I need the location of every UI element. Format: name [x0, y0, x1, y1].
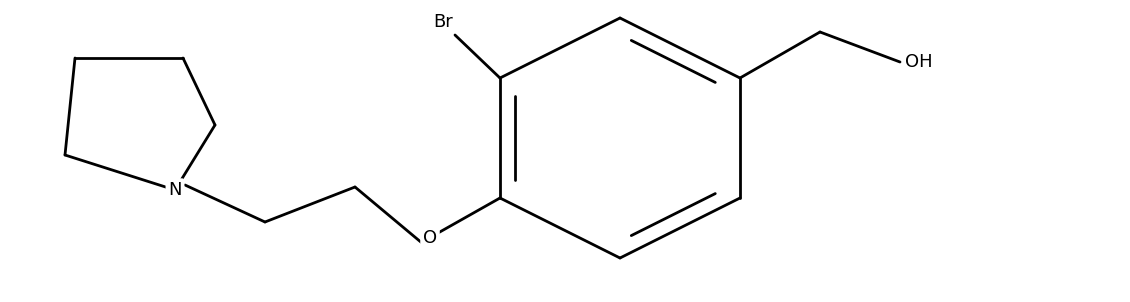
Text: Br: Br — [433, 13, 453, 31]
Text: N: N — [168, 181, 182, 199]
Text: O: O — [423, 229, 437, 247]
Text: OH: OH — [905, 53, 932, 71]
